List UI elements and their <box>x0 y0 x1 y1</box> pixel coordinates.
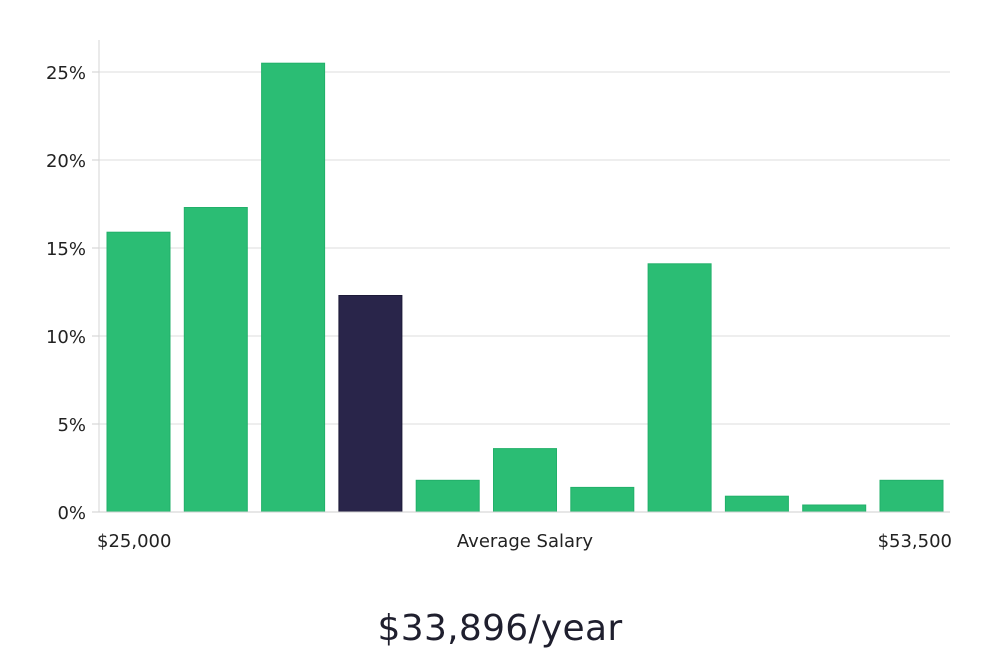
bar <box>106 231 171 513</box>
y-tick-label: 25% <box>46 63 86 84</box>
x-axis-title: Average Salary <box>457 531 594 552</box>
x-max-label: $53,500 <box>878 531 952 552</box>
y-axis-ticks: 0% 5% 10% 15% 20% 25% <box>46 63 99 524</box>
average-salary-value: $33,896/year <box>377 608 623 649</box>
bar <box>415 479 480 513</box>
bar <box>261 62 326 513</box>
bar <box>802 504 867 513</box>
x-min-label: $25,000 <box>97 531 171 552</box>
bar-highlighted <box>338 295 403 513</box>
bars <box>106 62 944 513</box>
bar <box>724 495 789 513</box>
y-tick-label: 20% <box>46 151 86 172</box>
y-tick-label: 5% <box>57 415 86 436</box>
bar <box>879 479 944 513</box>
axes <box>98 40 950 513</box>
bar <box>493 448 557 513</box>
bar <box>647 263 712 513</box>
bar <box>183 207 248 513</box>
y-tick-label: 15% <box>46 239 86 260</box>
y-tick-label: 10% <box>46 327 86 348</box>
bar <box>570 486 635 513</box>
y-tick-label: 0% <box>57 503 86 524</box>
